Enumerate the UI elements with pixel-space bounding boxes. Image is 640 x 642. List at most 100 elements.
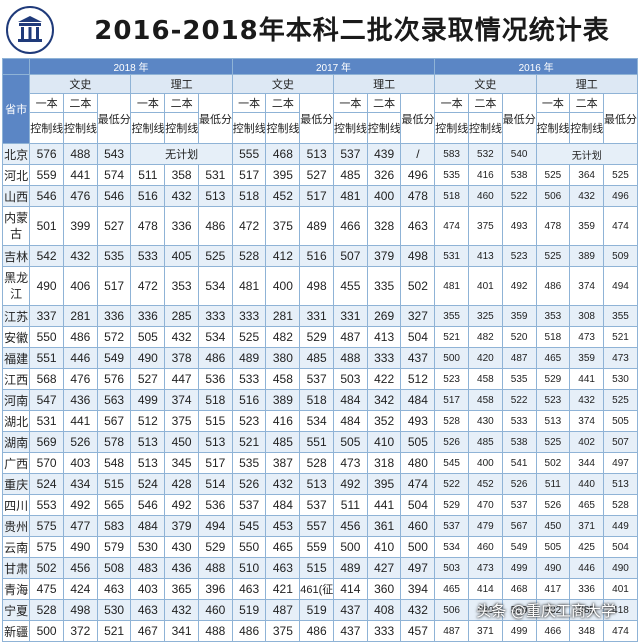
score-cell: 440 xyxy=(570,474,604,495)
score-cell: 460 xyxy=(401,516,435,537)
batch-header-row: 一本 二本 最低分 一本 二本 最低分 一本 二本 最低分 一本 二本 最低分 … xyxy=(3,94,638,113)
score-cell: 526 xyxy=(435,432,469,453)
score-cell: 521 xyxy=(604,327,638,348)
score-cell: 551 xyxy=(300,432,334,453)
score-cell: 529 xyxy=(300,327,334,348)
score-cell: 486 xyxy=(232,621,266,642)
erben-header: 二本 xyxy=(469,94,503,113)
score-cell: 500 xyxy=(435,348,469,369)
score-cell: 513 xyxy=(604,474,638,495)
score-cell: 396 xyxy=(198,579,232,600)
score-cell: 478 xyxy=(131,207,165,246)
control-line-header: 控制线 xyxy=(266,113,300,144)
score-cell: 512 xyxy=(401,369,435,390)
province-cell: 甘肃 xyxy=(3,558,30,579)
score-cell: 536 xyxy=(198,495,232,516)
score-cell: 559 xyxy=(30,165,64,186)
score-cell: 528 xyxy=(604,495,638,516)
score-cell: 460 xyxy=(198,600,232,621)
score-cell: 500 xyxy=(333,537,367,558)
score-cell: 504 xyxy=(401,327,435,348)
score-cell: 389 xyxy=(266,390,300,411)
score-cell: 331 xyxy=(300,306,334,327)
score-cell: 530 xyxy=(131,537,165,558)
year-2018-header: 2018 年 xyxy=(30,59,233,75)
score-cell: 507 xyxy=(333,246,367,267)
score-cell: 405 xyxy=(165,246,199,267)
wenshi-header: 文史 xyxy=(30,75,131,94)
score-cell: 379 xyxy=(165,516,199,537)
score-cell: 463 xyxy=(232,579,266,600)
score-cell: 570 xyxy=(30,453,64,474)
control-line-header: 控制线 xyxy=(435,113,469,144)
score-cell: 336 xyxy=(570,579,604,600)
score-cell: 541 xyxy=(502,453,536,474)
score-cell: 492 xyxy=(333,474,367,495)
score-cell: 555 xyxy=(232,144,266,165)
score-cell: 517 xyxy=(232,165,266,186)
province-cell: 新疆 xyxy=(3,621,30,642)
min-score-header: 最低分 xyxy=(502,94,536,144)
score-cell: 492 xyxy=(502,267,536,306)
min-score-header: 最低分 xyxy=(604,94,638,144)
score-cell: 537 xyxy=(300,495,334,516)
score-cell: 513 xyxy=(131,432,165,453)
score-cell: 360 xyxy=(367,579,401,600)
score-cell: 535 xyxy=(232,453,266,474)
score-cell: 401 xyxy=(469,267,503,306)
score-cell: 416 xyxy=(266,411,300,432)
score-cell: 525 xyxy=(604,165,638,186)
score-cell: 436 xyxy=(165,558,199,579)
score-cell: 482 xyxy=(266,327,300,348)
score-cell: 546 xyxy=(30,186,64,207)
score-cell: 483 xyxy=(131,558,165,579)
score-cell: 466 xyxy=(536,621,570,642)
control-line-header: 控制线 xyxy=(333,113,367,144)
score-cell: 455 xyxy=(333,267,367,306)
score-cell: 480 xyxy=(401,453,435,474)
score-cell: 510 xyxy=(232,558,266,579)
score-cell: 359 xyxy=(502,306,536,327)
score-cell: 281 xyxy=(63,306,97,327)
score-cell: 486 xyxy=(63,327,97,348)
score-cell: 无计划 xyxy=(131,144,232,165)
control-line-header: 控制线 xyxy=(30,113,64,144)
score-cell: 529 xyxy=(198,537,232,558)
score-cell: 578 xyxy=(97,432,131,453)
score-cell: 504 xyxy=(401,495,435,516)
score-cell: 567 xyxy=(502,516,536,537)
score-cell: 428 xyxy=(165,474,199,495)
score-cell: 432 xyxy=(165,186,199,207)
score-cell: 389 xyxy=(570,246,604,267)
score-cell: 486 xyxy=(300,621,334,642)
score-cell: 504 xyxy=(604,537,638,558)
score-cell: 533 xyxy=(502,411,536,432)
province-cell: 四川 xyxy=(3,495,30,516)
corner-cell xyxy=(3,59,30,75)
score-cell: 576 xyxy=(97,369,131,390)
score-cell: 449 xyxy=(604,516,638,537)
score-cell: 380 xyxy=(266,348,300,369)
score-cell: 537 xyxy=(300,369,334,390)
score-cell: 333 xyxy=(198,306,232,327)
score-cell: 515 xyxy=(198,411,232,432)
score-cell: 511 xyxy=(333,495,367,516)
score-cell: 534 xyxy=(300,411,334,432)
score-cell: 439 xyxy=(367,144,401,165)
score-cell: 446 xyxy=(63,348,97,369)
score-cell: 498 xyxy=(401,246,435,267)
score-cell: 400 xyxy=(367,186,401,207)
score-cell: 463 xyxy=(266,558,300,579)
score-cell: 488 xyxy=(198,621,232,642)
score-cell: 336 xyxy=(97,306,131,327)
score-cell: 458 xyxy=(469,390,503,411)
score-cell: 285 xyxy=(165,306,199,327)
score-cell: 441 xyxy=(367,495,401,516)
score-cell: 466 xyxy=(333,207,367,246)
